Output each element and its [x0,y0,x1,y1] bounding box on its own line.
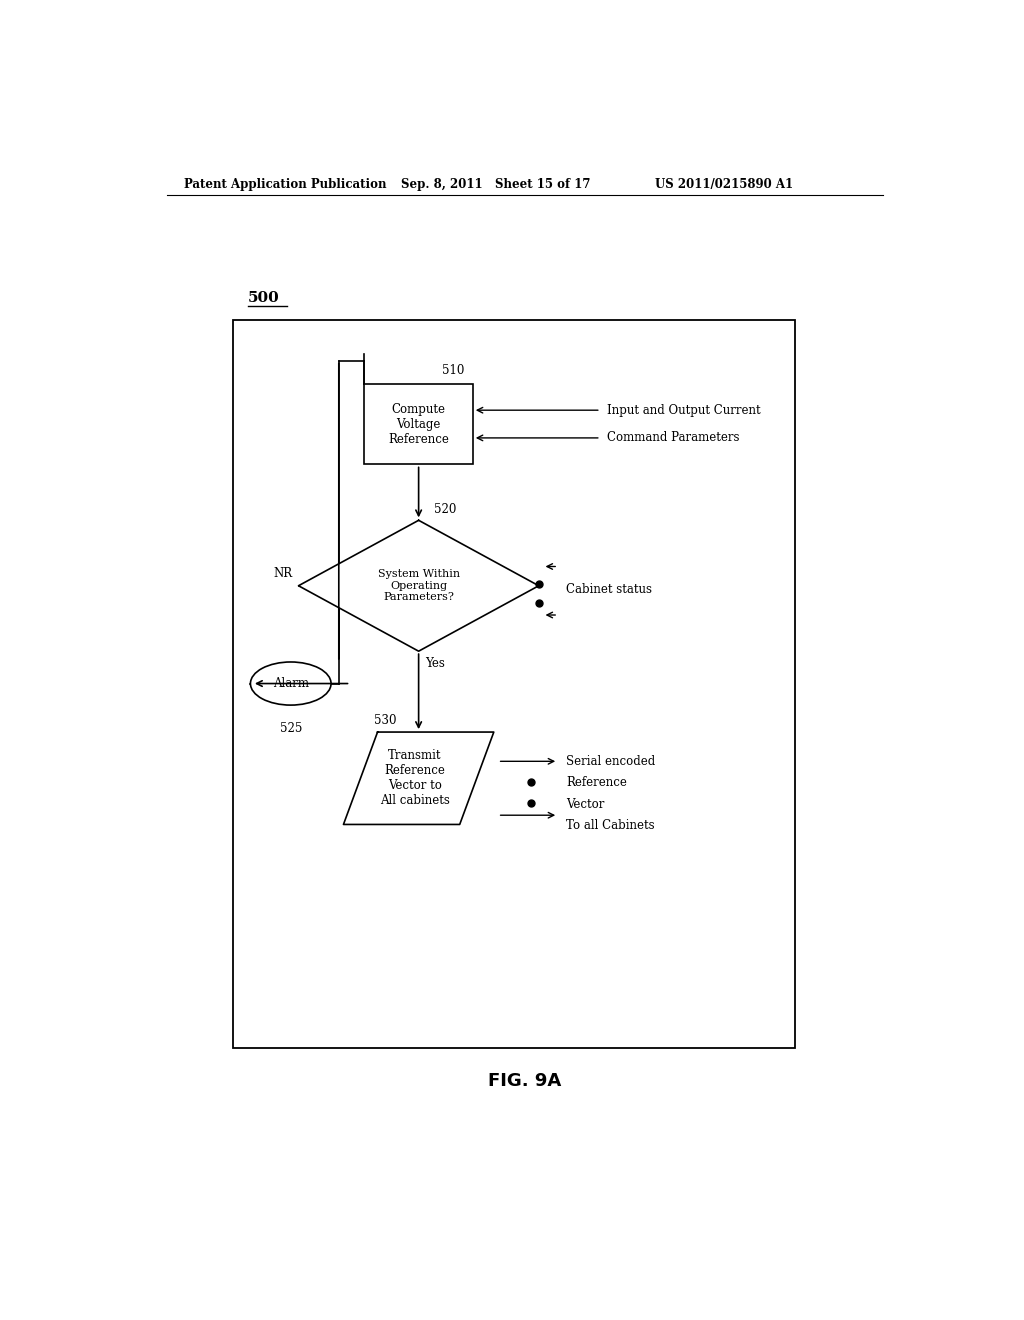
Text: Transmit
Reference
Vector to
All cabinets: Transmit Reference Vector to All cabinet… [380,750,450,808]
Text: 525: 525 [280,722,302,735]
Bar [365,384,473,465]
Polygon shape [299,520,539,651]
Text: US 2011/0215890 A1: US 2011/0215890 A1 [655,178,794,190]
Text: Command Parameters: Command Parameters [607,432,739,445]
Ellipse shape [251,663,331,705]
Text: Sep. 8, 2011   Sheet 15 of 17: Sep. 8, 2011 Sheet 15 of 17 [400,178,590,190]
Text: NR: NR [273,566,292,579]
Text: Cabinet status: Cabinet status [566,583,652,597]
Bar [232,321,795,1048]
Text: Patent Application Publication: Patent Application Publication [183,178,386,190]
Text: System Within
Operating
Parameters?: System Within Operating Parameters? [378,569,460,602]
Text: Reference: Reference [566,776,627,789]
Text: 510: 510 [442,364,464,378]
Text: Serial encoded: Serial encoded [566,755,655,768]
Polygon shape [343,733,494,825]
Text: Compute
Voltage
Reference: Compute Voltage Reference [388,403,450,446]
Text: FIG. 9A: FIG. 9A [488,1072,561,1090]
Text: 530: 530 [374,714,396,727]
Text: Input and Output Current: Input and Output Current [607,404,761,417]
Text: To all Cabinets: To all Cabinets [566,820,654,833]
Text: Vector: Vector [566,797,604,810]
Text: Alarm: Alarm [272,677,309,690]
Text: 500: 500 [248,290,280,305]
Text: 520: 520 [434,503,457,516]
Text: Yes: Yes [425,657,444,671]
